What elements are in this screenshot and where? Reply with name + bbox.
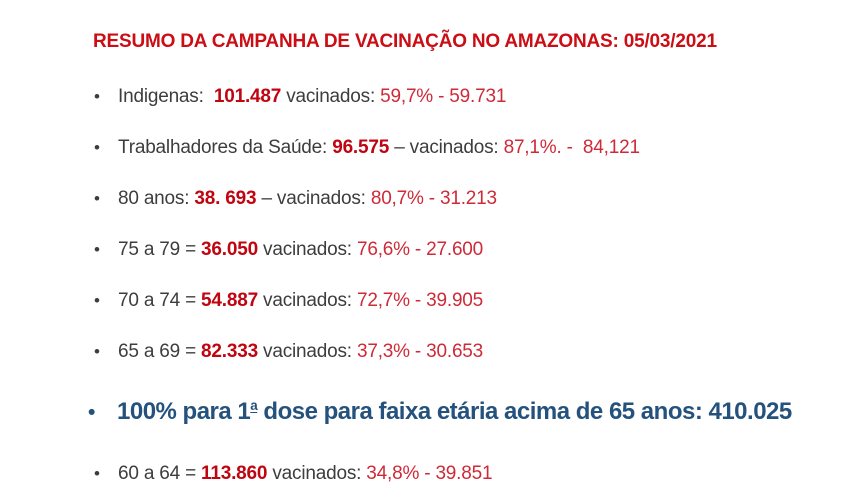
bullet-segment: 38. 693	[194, 188, 257, 209]
bullet-segment: 34,8% - 39.851	[366, 463, 493, 484]
bullet-segment: 60 a 64 =	[118, 463, 202, 484]
bullet-marker: •	[94, 87, 100, 106]
bullet-segment: 80,7% - 31.213	[370, 188, 497, 209]
bullet-segment: 87,1%. - 84,121	[503, 137, 640, 158]
bullet-segment: 36.050	[201, 239, 258, 260]
bullet-segment: – vacinados:	[389, 137, 504, 158]
bullet-marker: •	[88, 401, 95, 424]
bullet-text: 100% para 1a dose para faixa etária acim…	[117, 391, 792, 427]
bullet-text: 80 anos: 38. 693 – vacinados: 80,7% - 31…	[118, 187, 497, 211]
slide-title: RESUMO DA CAMPANHA DE VACINAÇÃO NO AMAZO…	[93, 31, 717, 52]
bullet-segment: 72,7% - 39.905	[356, 290, 484, 311]
bullet-segment: vacinados:	[257, 341, 357, 362]
bullet-text: 65 a 69 = 82.333 vacinados: 37,3% - 30.6…	[118, 340, 483, 364]
bullet-marker: •	[94, 189, 100, 208]
bullet-segment: 59,7% - 59.731	[380, 86, 507, 107]
bullet-marker: •	[94, 464, 100, 483]
bullet-segment: 100% para 1	[117, 398, 251, 425]
bullet-segment: 65 a 69 =	[118, 341, 202, 362]
bullet-item: • 80 anos: 38. 693 – vacinados: 80,7% - 3…	[0, 187, 867, 211]
bullet-item: • Trabalhadores da Saúde: 96.575 – vacina…	[0, 136, 867, 160]
bullet-segment: 80 anos:	[118, 188, 195, 209]
bullet-segment: Indigenas:	[118, 86, 214, 107]
bullet-item: • 60 a 64 = 113.860 vacinados: 34,8% - 39…	[0, 462, 867, 486]
bullet-list: • Indigenas: 101.487 vacinados: 59,7% - 5…	[0, 85, 867, 495]
bullet-segment: 76,6% - 27.600	[356, 239, 484, 260]
bullet-text: 75 a 79 = 36.050 vacinados: 76,6% - 27.6…	[118, 238, 483, 262]
bullet-item: • 75 a 79 = 36.050 vacinados: 76,6% - 27.…	[0, 238, 867, 262]
bullet-segment: 96.575	[332, 137, 390, 158]
bullet-segment: – vacinados:	[256, 188, 371, 209]
bullet-marker: •	[94, 342, 100, 361]
bullet-text: Indigenas: 101.487 vacinados: 59,7% - 59…	[118, 85, 506, 109]
bullet-text: 70 a 74 = 54.887 vacinados: 72,7% - 39.9…	[118, 289, 483, 313]
bullet-segment: 70 a 74 =	[118, 290, 202, 311]
bullet-marker: •	[94, 240, 100, 259]
bullet-segment: a	[250, 398, 258, 413]
bullet-segment: vacinados:	[257, 239, 357, 260]
bullet-segment: vacinados:	[267, 463, 367, 484]
bullet-item: • 65 a 69 = 82.333 vacinados: 37,3% - 30.…	[0, 340, 867, 364]
bullet-item: • Indigenas: 101.487 vacinados: 59,7% - 5…	[0, 85, 867, 109]
bullet-segment: 75 a 79 =	[118, 239, 202, 260]
bullet-segment: dose para faixa etária acima de 65 anos:…	[257, 398, 792, 425]
bullet-segment: 54.887	[201, 290, 258, 311]
bullet-text: Trabalhadores da Saúde: 96.575 – vacinad…	[118, 136, 640, 160]
bullet-segment: Trabalhadores da Saúde:	[118, 137, 333, 158]
bullet-segment: vacinados:	[281, 86, 381, 107]
bullet-item: • 70 a 74 = 54.887 vacinados: 72,7% - 39.…	[0, 289, 867, 313]
bullet-marker: •	[94, 291, 100, 310]
bullet-segment: 113.860	[201, 463, 268, 484]
bullet-item-emphasis: • 100% para 1a dose para faixa etária aci…	[0, 391, 867, 428]
bullet-segment: vacinados:	[257, 290, 357, 311]
bullet-marker: •	[94, 138, 100, 157]
bullet-text: 60 a 64 = 113.860 vacinados: 34,8% - 39.…	[118, 462, 493, 486]
bullet-segment: 37,3% - 30.653	[356, 341, 484, 362]
bullet-segment: 101.487	[213, 86, 282, 107]
bullet-segment: 82.333	[201, 341, 258, 362]
